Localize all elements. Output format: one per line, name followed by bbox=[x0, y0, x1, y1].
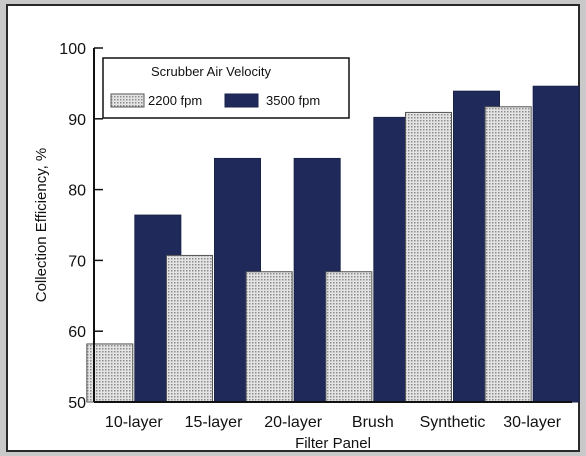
x-axis-title: Filter Panel bbox=[295, 435, 371, 452]
legend-label-2: 3500 fpm bbox=[266, 93, 320, 108]
y-tick-label: 100 bbox=[59, 41, 86, 58]
legend-title: Scrubber Air Velocity bbox=[151, 64, 271, 79]
x-tick-label: 15-layer bbox=[185, 414, 243, 431]
bar-series-1 bbox=[245, 271, 293, 403]
bar-series-1 bbox=[325, 271, 373, 403]
y-tick-label: 90 bbox=[68, 112, 86, 129]
y-tick-label: 70 bbox=[68, 253, 86, 270]
x-tick-label: 30-layer bbox=[503, 414, 561, 431]
x-tick-label: 10-layer bbox=[105, 414, 163, 431]
legend-label-1: 2200 fpm bbox=[148, 93, 202, 108]
y-tick-label: 80 bbox=[68, 183, 86, 200]
legend-swatch-1 bbox=[110, 93, 145, 108]
x-tick-label: 20-layer bbox=[264, 414, 322, 431]
y-tick-label: 60 bbox=[68, 324, 86, 341]
bars bbox=[86, 85, 580, 403]
bar-series-1 bbox=[166, 254, 213, 403]
bar-series-1 bbox=[484, 106, 532, 403]
axes bbox=[93, 48, 572, 403]
legend-box bbox=[102, 57, 350, 119]
legend: Scrubber Air Velocity 2200 fpm 3500 fpm bbox=[102, 57, 350, 119]
x-tick-label: Brush bbox=[352, 414, 394, 431]
x-tick-label: Synthetic bbox=[420, 414, 486, 431]
legend-swatch-2 bbox=[224, 93, 259, 108]
y-tick-label: 50 bbox=[68, 395, 86, 412]
bar-series-1 bbox=[405, 111, 452, 403]
axis-labels: 10-layer 15-layer 20-layer Brush Synthetic 30… bbox=[33, 148, 562, 452]
bar-series-2 bbox=[532, 85, 580, 403]
y-axis-title: Collection Efficiency, % bbox=[33, 148, 50, 303]
